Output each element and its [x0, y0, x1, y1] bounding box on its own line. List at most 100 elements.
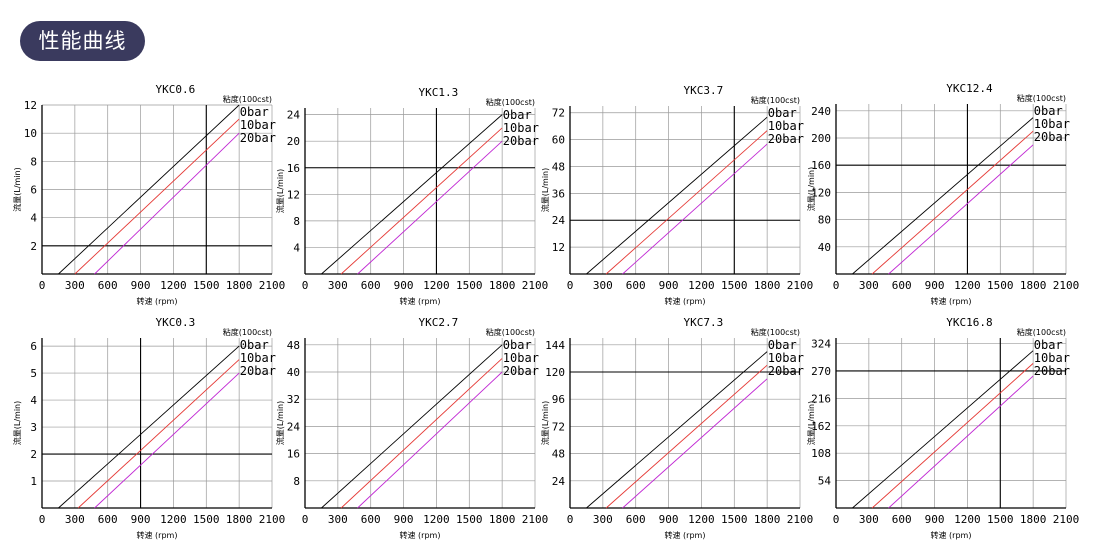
chart-title: YKC0.3 [156, 316, 196, 329]
x-tick-label: 2100 [259, 513, 286, 526]
y-tick-label: 12 [287, 188, 300, 201]
x-tick-label: 300 [328, 279, 348, 292]
legend-label: 10bar [503, 121, 539, 135]
chart-title: YKC1.3 [419, 86, 459, 99]
x-tick-label: 1800 [226, 279, 253, 292]
series-line [321, 114, 503, 275]
legend-label: 10bar [1034, 351, 1070, 365]
legend-label: 10bar [240, 351, 276, 365]
x-tick-label: 1500 [987, 513, 1014, 526]
y-tick-label: 4 [30, 212, 37, 225]
y-tick-label: 108 [811, 447, 831, 460]
x-tick-label: 1500 [721, 513, 748, 526]
series-line [357, 140, 503, 275]
x-tick-label: 0 [833, 279, 840, 292]
x-tick-label: 600 [892, 513, 912, 526]
x-tick-label: 1800 [489, 513, 516, 526]
viscosity-label: 粘度(100cst) [751, 95, 800, 105]
x-tick-label: 2100 [522, 279, 549, 292]
series-line [58, 104, 240, 275]
x-tick-label: 0 [39, 279, 46, 292]
series-line [852, 117, 1034, 275]
y-tick-label: 24 [552, 214, 566, 227]
viscosity-label: 粘度(100cst) [751, 327, 800, 337]
legend-label: 0bar [1034, 338, 1063, 352]
x-tick-label: 1500 [987, 279, 1014, 292]
x-tick-label: 1500 [456, 279, 483, 292]
x-tick-label: 300 [65, 279, 85, 292]
y-tick-label: 120 [545, 366, 565, 379]
viscosity-label: 粘度(100cst) [486, 327, 535, 337]
y-tick-label: 24 [287, 109, 301, 122]
chart-4: 0 300 600 900 1200 1500 1800 2100 1 2 3 4 5 6 YKC0.3 粘度… [12, 316, 285, 540]
chart-title: YKC7.3 [684, 316, 724, 329]
series-line [888, 375, 1034, 509]
y-tick-label: 20 [287, 135, 300, 148]
x-tick-label: 900 [394, 513, 414, 526]
legend-label: 0bar [1034, 104, 1063, 118]
x-tick-label: 1800 [1020, 279, 1047, 292]
series-line [340, 127, 503, 275]
series-line [871, 363, 1034, 509]
x-tick-label: 600 [361, 513, 381, 526]
chart-7: 0 300 600 900 1200 1500 1800 2100 54 108 162 216 270… [806, 316, 1079, 540]
y-tick-label: 72 [552, 420, 565, 433]
series-line [58, 345, 240, 509]
legend-label: 20bar [768, 132, 804, 146]
legend-label: 0bar [503, 108, 532, 122]
x-tick-label: 900 [394, 279, 414, 292]
y-tick-label: 270 [811, 365, 831, 378]
y-tick-label: 40 [818, 241, 831, 254]
series-line [622, 378, 768, 509]
chart-title: YKC0.6 [156, 83, 196, 96]
x-axis-label: 转速 (rpm) [931, 296, 972, 306]
x-tick-label: 2100 [1053, 279, 1080, 292]
legend-label: 20bar [240, 364, 276, 378]
legend-label: 10bar [503, 351, 539, 365]
x-tick-label: 0 [39, 513, 46, 526]
y-tick-label: 8 [293, 215, 300, 228]
y-axis-label: 流量(L/min) [806, 401, 816, 445]
x-tick-label: 2100 [787, 279, 814, 292]
viscosity-label: 粘度(100cst) [1017, 93, 1066, 103]
x-tick-label: 1200 [160, 279, 187, 292]
chart-6: 0 300 600 900 1200 1500 1800 2100 24 48 72 96 120 144… [540, 316, 813, 540]
x-tick-label: 600 [626, 279, 646, 292]
legend-label: 10bar [768, 351, 804, 365]
y-axis-label: 流量(L/min) [12, 167, 22, 211]
legend-label: 0bar [768, 338, 797, 352]
y-tick-label: 40 [287, 366, 300, 379]
x-tick-label: 1500 [193, 279, 220, 292]
y-tick-label: 54 [818, 475, 832, 488]
chart-0: 0 300 600 900 1200 1500 1800 2100 2 4 6 8 10 12 YKC0.6… [12, 83, 285, 306]
legend-label: 0bar [240, 105, 269, 119]
x-tick-label: 1200 [688, 279, 715, 292]
x-tick-label: 0 [302, 279, 309, 292]
series-line [888, 144, 1034, 275]
chart-title: YKC16.8 [946, 316, 992, 329]
y-tick-label: 200 [811, 132, 831, 145]
series-line [94, 372, 240, 509]
y-tick-label: 6 [30, 184, 37, 197]
x-tick-label: 600 [98, 279, 118, 292]
legend-label: 20bar [240, 131, 276, 145]
viscosity-label: 粘度(100cst) [1017, 327, 1066, 337]
series-line [586, 351, 768, 509]
x-axis-label: 转速 (rpm) [400, 530, 441, 540]
x-tick-label: 1800 [754, 513, 781, 526]
x-tick-label: 0 [567, 279, 574, 292]
y-tick-label: 36 [552, 187, 565, 200]
series-line [94, 132, 240, 275]
x-tick-label: 1500 [456, 513, 483, 526]
y-tick-label: 96 [552, 393, 565, 406]
x-tick-label: 0 [302, 513, 309, 526]
x-tick-label: 300 [328, 513, 348, 526]
legend-label: 20bar [1034, 130, 1070, 144]
x-tick-label: 900 [925, 513, 945, 526]
y-tick-label: 12 [24, 99, 37, 112]
legend-label: 10bar [240, 118, 276, 132]
x-axis-label: 转速 (rpm) [137, 530, 178, 540]
y-tick-label: 48 [552, 160, 565, 173]
legend-label: 20bar [768, 364, 804, 378]
